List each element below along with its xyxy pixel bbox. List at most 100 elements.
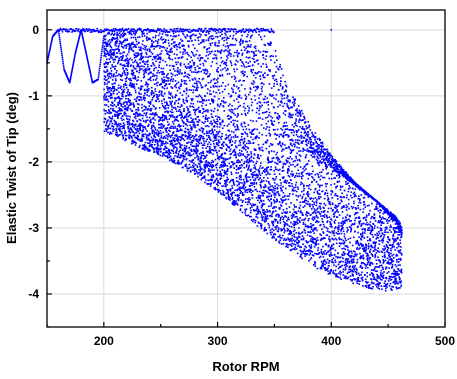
data-point <box>170 125 172 128</box>
data-point <box>216 36 219 38</box>
data-point <box>290 114 293 116</box>
data-point <box>182 53 184 55</box>
data-point <box>139 96 142 98</box>
data-point <box>176 135 178 137</box>
data-point <box>206 47 209 50</box>
data-point <box>59 27 62 30</box>
data-point <box>176 149 178 151</box>
data-point <box>291 182 293 185</box>
data-point <box>286 224 289 226</box>
data-point <box>293 236 296 239</box>
data-point <box>177 161 179 164</box>
data-point <box>140 124 143 127</box>
data-point <box>178 57 181 59</box>
data-point <box>157 27 159 30</box>
data-point <box>268 152 270 154</box>
data-point <box>294 186 297 189</box>
data-point <box>189 138 191 141</box>
data-point <box>285 203 288 205</box>
data-point <box>242 79 245 82</box>
data-point <box>265 220 267 222</box>
data-point <box>248 45 251 48</box>
data-point <box>84 29 87 32</box>
data-point <box>244 214 247 216</box>
data-point <box>274 233 277 235</box>
data-point <box>222 165 225 167</box>
data-point <box>184 131 187 133</box>
data-point <box>223 39 225 42</box>
data-point <box>256 102 259 105</box>
data-point <box>134 36 137 39</box>
data-point <box>100 57 102 59</box>
data-point <box>240 186 242 189</box>
data-point <box>187 66 189 68</box>
data-point <box>288 218 290 221</box>
data-point <box>254 99 257 101</box>
data-point <box>295 206 298 208</box>
data-point <box>172 125 174 128</box>
data-point <box>265 190 267 193</box>
data-point <box>276 163 279 165</box>
data-point <box>298 175 301 178</box>
data-point <box>184 148 186 150</box>
data-point <box>141 65 143 67</box>
data-point <box>109 72 111 75</box>
data-point <box>291 217 293 219</box>
data-point <box>232 203 234 206</box>
data-point <box>272 210 275 213</box>
data-point <box>140 58 143 60</box>
data-point <box>131 142 133 145</box>
data-point <box>271 185 274 188</box>
data-point <box>140 85 143 88</box>
data-point <box>113 75 115 77</box>
data-point <box>179 144 182 146</box>
data-point <box>201 98 204 101</box>
data-point <box>295 194 298 197</box>
data-point <box>119 35 121 37</box>
data-point <box>291 139 294 141</box>
data-point <box>258 201 261 204</box>
data-point <box>265 101 268 104</box>
data-point <box>248 40 251 42</box>
data-point <box>286 161 288 164</box>
data-point <box>231 105 233 107</box>
data-point <box>149 103 152 105</box>
data-point <box>256 135 258 137</box>
data-point <box>160 139 162 142</box>
data-point <box>207 109 209 111</box>
data-point <box>260 224 263 226</box>
data-point <box>245 156 247 159</box>
data-point <box>291 101 294 104</box>
data-point <box>267 156 269 159</box>
data-point <box>185 158 187 161</box>
data-point <box>111 125 114 128</box>
data-point <box>172 78 175 80</box>
data-point <box>292 160 295 163</box>
data-point <box>191 105 194 108</box>
data-point <box>107 131 109 134</box>
data-point <box>263 209 265 211</box>
data-point <box>144 48 146 51</box>
data-point <box>213 135 216 138</box>
data-point <box>117 95 120 98</box>
data-point <box>209 143 212 146</box>
data-point <box>272 224 275 227</box>
data-point <box>202 144 205 146</box>
data-point <box>129 30 131 33</box>
data-point <box>294 174 297 177</box>
data-point <box>176 119 179 122</box>
data-point <box>261 133 264 136</box>
data-point <box>287 115 290 118</box>
data-point <box>226 73 229 75</box>
data-point <box>95 29 98 32</box>
data-point <box>198 106 200 109</box>
data-point <box>149 149 151 152</box>
data-point <box>230 136 233 138</box>
data-point <box>243 66 246 68</box>
data-point <box>214 82 217 84</box>
data-point <box>131 59 133 61</box>
data-point <box>69 77 72 79</box>
data-point <box>161 120 164 122</box>
data-point <box>193 55 196 57</box>
data-point <box>272 221 275 224</box>
